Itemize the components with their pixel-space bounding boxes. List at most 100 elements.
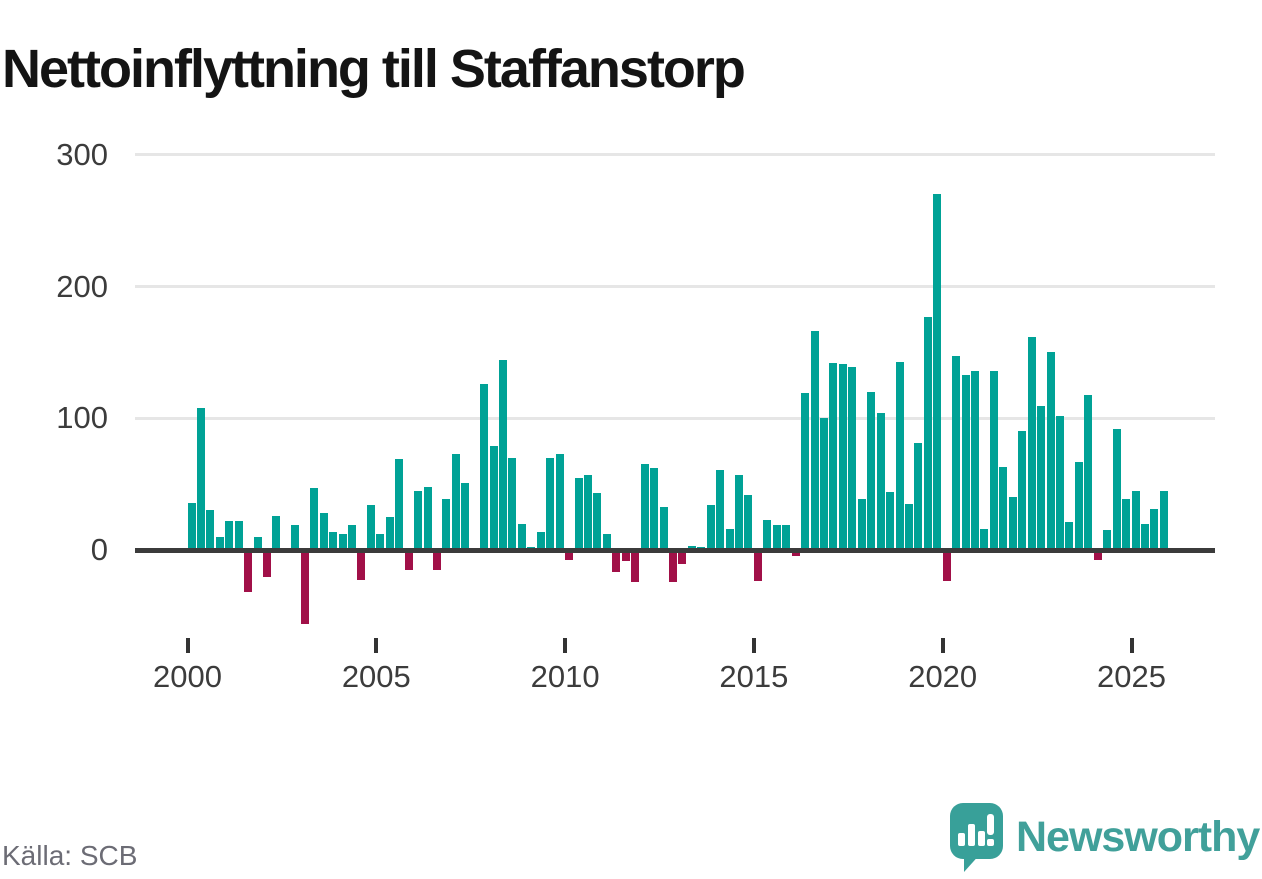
- bar: [753, 552, 762, 581]
- logo-bubble-icon: [950, 803, 1003, 859]
- bar: [555, 453, 564, 550]
- bar: [819, 418, 828, 550]
- bar: [272, 515, 281, 550]
- gridline: [135, 285, 1215, 289]
- x-axis-label: 2010: [530, 659, 600, 694]
- gridline: [135, 153, 1215, 157]
- x-axis-tick: [751, 638, 756, 653]
- bar: [829, 363, 838, 550]
- bar: [914, 443, 923, 550]
- gridline: [135, 416, 1215, 420]
- logo-mini-bar-icon: [968, 824, 975, 846]
- bar: [1074, 461, 1083, 550]
- bar: [999, 467, 1008, 550]
- bar: [574, 477, 583, 550]
- y-axis-label: 200: [56, 268, 108, 304]
- bar: [621, 552, 630, 562]
- bar: [961, 374, 970, 550]
- bar: [848, 366, 857, 550]
- bar: [810, 331, 819, 550]
- bar: [772, 524, 781, 550]
- bar: [480, 384, 489, 550]
- bar: [876, 413, 885, 550]
- x-axis-tick: [940, 638, 945, 653]
- bar: [404, 552, 413, 571]
- bar: [300, 552, 309, 625]
- bar: [650, 468, 659, 550]
- bar: [801, 393, 810, 550]
- bar: [376, 534, 385, 550]
- zero-axis-line: [135, 548, 1215, 553]
- bar: [716, 469, 725, 550]
- x-axis-tick: [374, 638, 379, 653]
- logo-exclamation-dot-icon: [987, 839, 994, 846]
- bar: [612, 552, 621, 572]
- bar: [971, 370, 980, 550]
- bar: [225, 521, 234, 550]
- bar: [432, 552, 441, 571]
- bar: [357, 552, 366, 580]
- bar: [1159, 490, 1168, 550]
- bar: [253, 536, 262, 550]
- bar: [838, 364, 847, 550]
- x-axis-tick: [1129, 638, 1134, 653]
- bar: [725, 528, 734, 550]
- bar: [234, 521, 243, 550]
- y-axis-label: 300: [56, 136, 108, 172]
- bar: [1084, 394, 1093, 550]
- bar: [536, 531, 545, 550]
- bar: [1122, 498, 1131, 550]
- bar: [1093, 552, 1102, 560]
- x-axis-label: 2025: [1097, 659, 1166, 694]
- bar: [952, 356, 961, 550]
- bar: [763, 519, 772, 550]
- bar: [933, 194, 942, 550]
- bar: [989, 370, 998, 550]
- bar: [310, 488, 319, 550]
- bar: [631, 552, 640, 583]
- bar: [347, 524, 356, 550]
- bar: [1131, 490, 1140, 550]
- bar: [640, 464, 649, 550]
- bar: [857, 498, 866, 550]
- bar: [1046, 352, 1055, 550]
- bar: [508, 457, 517, 550]
- bar: [338, 534, 347, 550]
- x-axis-label: 2015: [719, 659, 789, 694]
- x-axis-label: 2005: [341, 659, 411, 694]
- bar: [461, 482, 470, 550]
- bar: [1065, 522, 1074, 550]
- bar: [1027, 336, 1036, 550]
- bar: [593, 493, 602, 550]
- logo-mini-bar-icon: [958, 833, 965, 846]
- bar: [1018, 431, 1027, 550]
- bar: [782, 524, 791, 550]
- bar: [678, 552, 687, 564]
- y-axis-label: 100: [56, 400, 108, 436]
- bar: [442, 498, 451, 550]
- bar: [980, 528, 989, 550]
- bar: [942, 552, 951, 581]
- bar: [1103, 530, 1112, 550]
- bar: [196, 407, 205, 550]
- bar: [517, 523, 526, 550]
- bar: [659, 506, 668, 550]
- bar: [423, 486, 432, 550]
- bar: [735, 474, 744, 550]
- y-axis-label: 0: [90, 532, 108, 567]
- bar: [206, 510, 215, 550]
- x-axis-tick: [563, 638, 568, 653]
- bar: [565, 552, 574, 560]
- bar: [668, 552, 677, 583]
- bar: [546, 457, 555, 550]
- bar: [904, 503, 913, 550]
- bar: [215, 536, 224, 550]
- bar: [1008, 497, 1017, 550]
- logo-mini-bar-icon: [978, 831, 985, 846]
- bar: [706, 505, 715, 550]
- logo-text: Newsworthy: [1016, 813, 1260, 861]
- bar: [395, 459, 404, 550]
- bar: [291, 524, 300, 550]
- bar: [414, 490, 423, 550]
- bar: [187, 502, 196, 550]
